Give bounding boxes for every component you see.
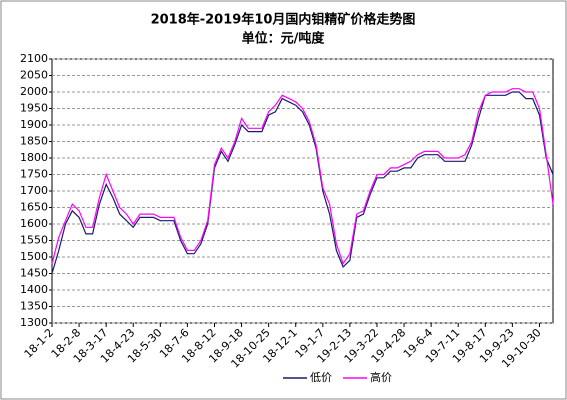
legend-label: 低价 bbox=[310, 371, 332, 384]
y-tick-label: 2100 bbox=[20, 52, 48, 65]
y-tick-label: 1350 bbox=[20, 300, 48, 313]
y-tick-label: 2050 bbox=[20, 69, 48, 82]
y-tick-label: 1700 bbox=[20, 184, 48, 197]
chart-subtitle: 单位：元/吨度 bbox=[242, 31, 326, 47]
chart-title: 2018年-2019年10月国内钼精矿价格走势图 bbox=[151, 12, 416, 28]
y-tick-label: 1800 bbox=[20, 151, 48, 164]
series-line bbox=[51, 91, 554, 274]
series-line bbox=[51, 88, 554, 265]
y-tick-label: 1750 bbox=[20, 168, 48, 181]
y-tick-label: 1500 bbox=[20, 250, 48, 263]
y-tick-label: 1900 bbox=[20, 118, 48, 131]
y-tick-label: 1950 bbox=[20, 102, 48, 115]
y-tick-label: 1550 bbox=[20, 234, 48, 247]
legend-label: 高价 bbox=[370, 370, 392, 384]
y-tick-label: 1850 bbox=[20, 135, 48, 148]
y-tick-label: 2000 bbox=[20, 85, 48, 98]
y-tick-label: 1450 bbox=[20, 267, 48, 280]
y-tick-label: 1400 bbox=[20, 283, 48, 296]
y-tick-label: 1300 bbox=[20, 316, 48, 329]
y-tick-label: 1600 bbox=[20, 217, 48, 230]
y-tick-label: 1650 bbox=[20, 201, 48, 214]
